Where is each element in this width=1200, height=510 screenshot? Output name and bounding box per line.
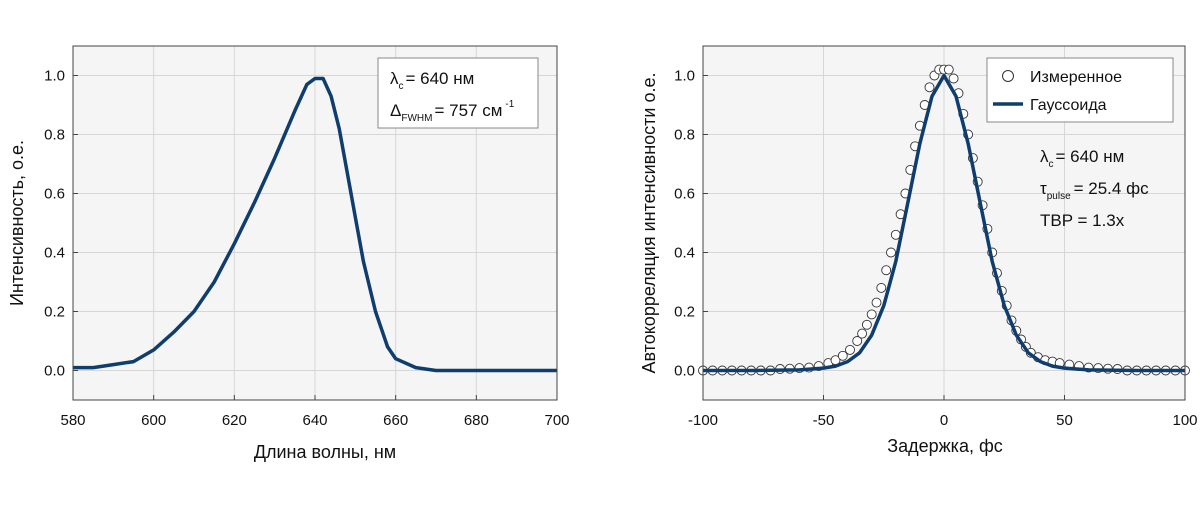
spectrum-x-tick-label: 580 — [60, 412, 85, 429]
spectrum-x-axis-title: Длина волны, нм — [254, 442, 396, 462]
measured-point — [924, 82, 935, 93]
measured-point — [943, 64, 954, 75]
measured-point — [845, 344, 855, 355]
measured-point — [948, 73, 959, 84]
measured-point — [881, 265, 892, 276]
autocorrelation-y-tick-label: 0.4 — [674, 245, 695, 262]
autocorrelation-x-tick-label: 100 — [1172, 412, 1197, 429]
spectrum-y-tick-label: 1.0 — [44, 68, 65, 85]
autocorrelation-y-tick-label: 0.6 — [674, 186, 695, 203]
autocorrelation-x-ticks: -100 -50 0 50 100 — [688, 395, 1198, 429]
spectrum-lambda-label: λc = 640 нм — [390, 69, 474, 92]
spectrum-annotation-frame — [377, 57, 539, 129]
autocorrelation-tau-label: τpulse = 25.4 фс — [1040, 179, 1149, 202]
spectrum-plot-frame — [72, 45, 558, 401]
measured-point — [861, 319, 872, 330]
autocorrelation-y-tick-label: 0.2 — [674, 304, 695, 321]
spectrum-x-tick-label: 680 — [464, 412, 489, 429]
autocorrelation-x-tick-label: 50 — [1056, 412, 1073, 429]
measured-point — [857, 328, 868, 339]
autocorrelation-y-tick-label: 0.0 — [674, 363, 695, 380]
spectrum-y-tick-label: 0.8 — [44, 127, 65, 144]
legend-measured-label: Измеренное — [1030, 69, 1122, 86]
autocorrelation-y-ticks: 0.0 0.2 0.4 0.6 0.8 1.0 — [674, 68, 708, 380]
spectrum-y-tick-label: 0.2 — [44, 304, 65, 321]
measured-point — [871, 297, 882, 308]
spectrum-fwhm-label: ΔFWHM = 757 см -1 — [390, 99, 515, 124]
spectrum-grid — [72, 46, 558, 400]
autocorrelation-y-tick-label: 0.8 — [674, 127, 695, 144]
spectrum-chart: 580 600 620 640 660 680 700 0.0 0.2 0.4 0.6 0.8 1.0… — [7, 45, 570, 462]
spectrum-y-tick-label: 0.4 — [44, 245, 65, 262]
legend-frame — [986, 57, 1174, 123]
measured-point — [852, 336, 863, 346]
measured-point — [876, 282, 887, 293]
legend-gaussian-label: Гауссоида — [1030, 97, 1107, 114]
autocorrelation-x-tick-label: -100 — [688, 412, 718, 429]
autocorrelation-x-tick-label: -50 — [813, 412, 835, 429]
autocorrelation-legend: Измеренное Гауссоида — [986, 57, 1174, 123]
autocorrelation-x-axis-title: Задержка, фс — [887, 436, 1003, 456]
autocorrelation-tbp-label: TBP = 1.3x — [1040, 211, 1125, 230]
measured-point — [837, 350, 848, 361]
spectrum-x-tick-label: 620 — [222, 412, 247, 429]
spectrum-y-ticks: 0.0 0.2 0.4 0.6 0.8 1.0 — [44, 68, 78, 380]
spectrum-y-axis-title: Интенсивность, о.е. — [7, 140, 27, 306]
spectrum-x-tick-label: 600 — [141, 412, 166, 429]
autocorrelation-y-tick-label: 1.0 — [674, 68, 695, 85]
autocorrelation-y-axis-title: Автокорреляция интенсивности о.е. — [639, 73, 659, 374]
spectrum-x-tick-label: 660 — [383, 412, 408, 429]
autocorrelation-lambda-label: λc = 640 нм — [1040, 147, 1124, 170]
measured-point — [866, 309, 877, 320]
spectrum-x-tick-label: 640 — [302, 412, 327, 429]
autocorrelation-plot-frame — [702, 45, 1186, 401]
spectrum-series-line — [73, 76, 557, 373]
spectrum-y-tick-label: 0.6 — [44, 186, 65, 203]
spectrum-x-tick-label: 700 — [544, 412, 569, 429]
legend-measured-marker — [1002, 70, 1014, 82]
spectrum-y-tick-label: 0.0 — [44, 363, 65, 380]
spectrum-annotation-box: λc = 640 нм ΔFWHM = 757 см -1 — [377, 57, 539, 129]
gaussian-fit-line — [703, 73, 1185, 373]
autocorrelation-annotation: λc = 640 нм τpulse = 25.4 фс TBP = 1.3x — [1040, 147, 1149, 230]
autocorrelation-chart: -100 -50 0 50 100 0.0 0.2 0.4 0.6 0.8 1.0 Задержк… — [639, 45, 1198, 456]
spectrum-x-ticks: 580 600 620 640 660 680 700 — [60, 395, 570, 429]
autocorrelation-x-tick-label: 0 — [940, 412, 948, 429]
measured-point — [886, 247, 896, 258]
